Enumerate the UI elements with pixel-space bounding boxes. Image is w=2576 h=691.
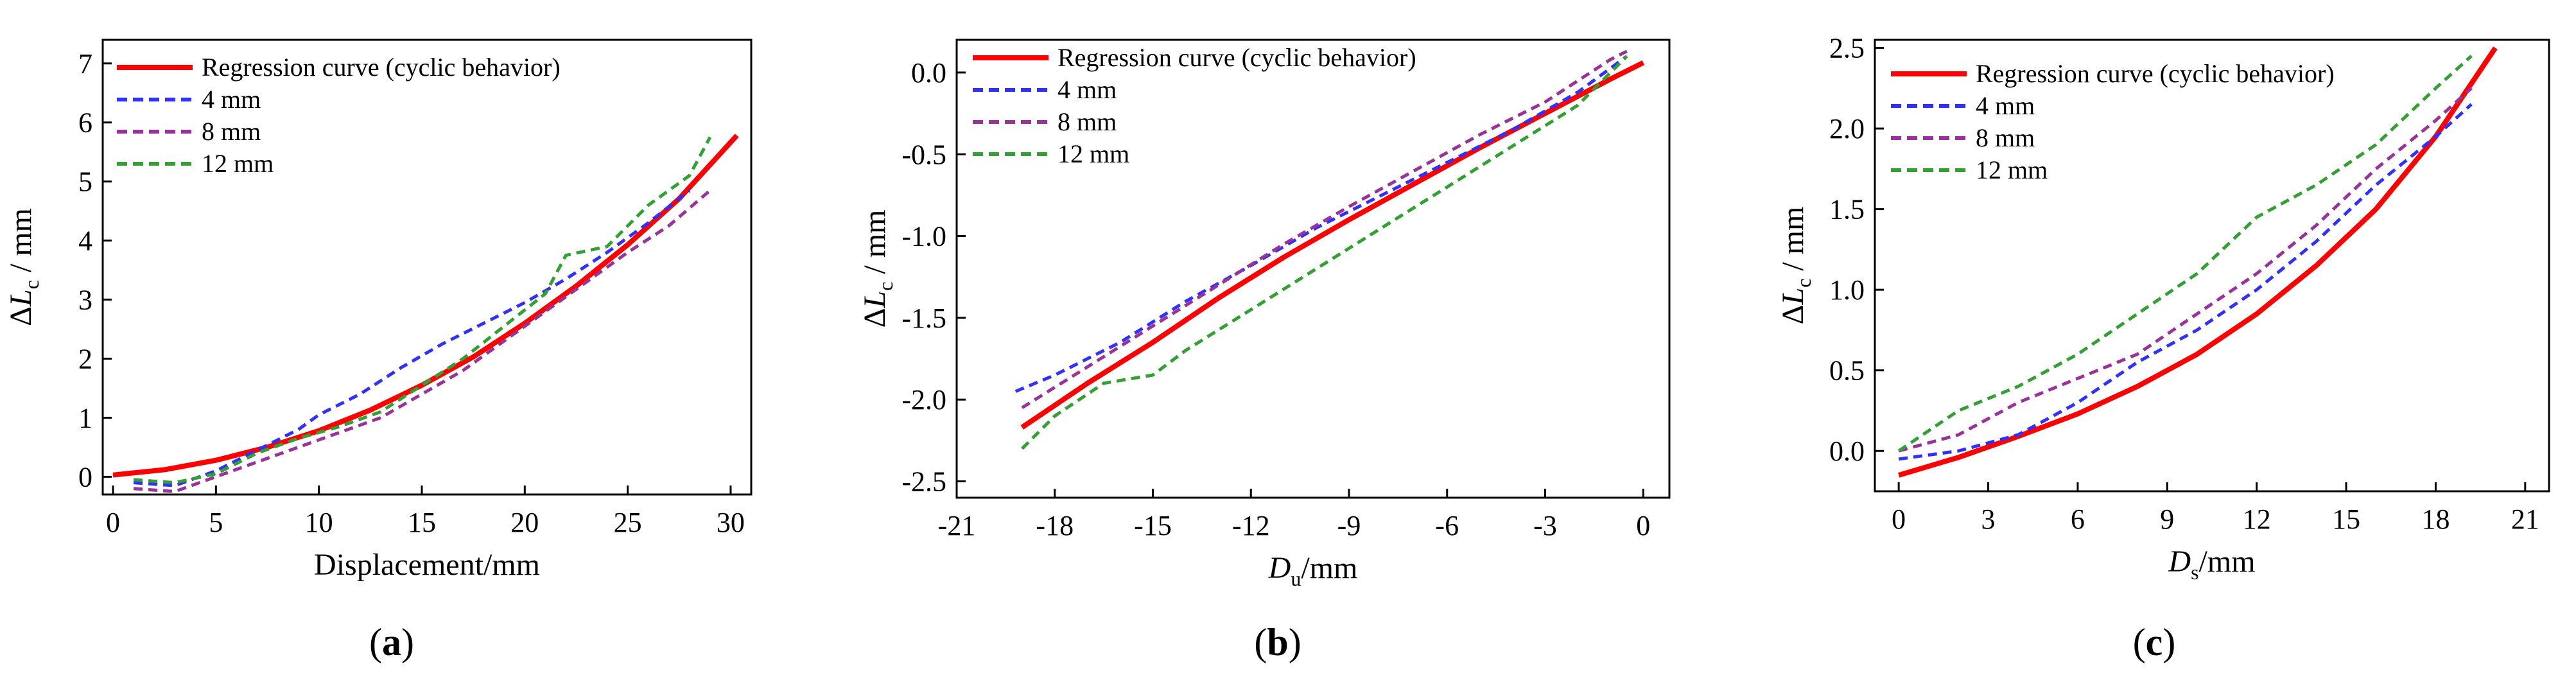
x-tick-label: 3 [1981,503,1996,535]
x-tick-label: 12 [2243,503,2271,535]
series-line-regression [1898,46,2498,478]
legend-label: 12 mm [1976,155,2048,184]
y-tick-label: 7 [78,48,92,80]
y-tick-label: -0.5 [901,139,946,170]
series-line-8-mm [1898,87,2473,453]
x-axis-label: Du/mm [1268,551,1358,590]
x-tick-label: 5 [209,507,223,538]
x-tick-label: 30 [717,507,745,538]
y-tick-label: 0.0 [1829,435,1865,467]
chart-panel: -21 -18 -15 -12 -9 -6 -3 0 -2.5 -2.0 -1.5 -1.0 -0.5 0… [858,39,1671,663]
series-line-8-mm [133,189,711,493]
y-tick-label: 5 [78,166,92,198]
y-tick-label: 4 [78,225,92,257]
x-tick-label: 21 [2511,503,2539,535]
panel-caption: (a) [369,621,414,663]
y-axis-label: ΔLc / mm [858,210,897,328]
x-tick-label: 0 [106,507,120,538]
y-tick-label: -2.5 [901,466,946,498]
chart-panel: 0 5 10 15 20 25 30 0 1 2 3 4 5 6 7 Displacement/mm ΔLc /… [4,39,753,663]
y-tick-label: 2.0 [1829,113,1865,144]
y-tick-label: -1.5 [901,302,946,334]
series-line-regression [112,134,739,478]
x-axis-label: Displacement/mm [314,548,540,582]
legend-label: 4 mm [1976,91,2035,120]
plot-frame [1874,39,2550,493]
legend-label: Regression curve (cyclic behavior) [202,53,561,82]
x-tick-label: 0 [1636,510,1650,541]
y-tick-label: 2 [78,344,92,375]
series-line-4-mm [1898,103,2473,461]
x-tick-label: -15 [1134,510,1172,541]
x-tick-label: 9 [2160,503,2174,535]
series-line-4-mm [133,189,691,487]
panel-caption: (b) [1254,621,1301,663]
x-tick-label: 18 [2421,503,2450,535]
y-tick-label: -1.0 [901,221,946,252]
legend-label: 4 mm [202,85,261,114]
legend: Regression curve (cyclic behavior) 4 mm 8 … [973,43,1416,168]
x-axis-label: Ds/mm [2168,545,2255,584]
x-tick-label: -3 [1533,510,1557,541]
series-line-regression [1020,60,1645,430]
x-tick-label: 15 [408,507,436,538]
y-tick-label: 0.0 [911,57,946,89]
y-tick-label: 6 [78,107,92,139]
x-tick-label: 10 [305,507,333,538]
x-tick-label: 0 [1892,503,1906,535]
series-line-12-mm [133,136,712,485]
x-tick-label: -6 [1435,510,1459,541]
plot-frame [955,39,1671,499]
y-tick-label: 1.0 [1829,274,1865,306]
y-axis-label: ΔLc / mm [4,208,43,326]
panel-caption: (c) [2133,621,2176,663]
y-tick-label: 1.5 [1829,194,1865,225]
legend-label: 8 mm [1057,107,1117,136]
y-axis-label: ΔLc / mm [1776,207,1815,325]
y-tick-label: 1 [78,402,92,433]
x-tick-label: 20 [510,507,539,538]
x-tick-label: -18 [1036,510,1074,541]
legend: Regression curve (cyclic behavior) 4 mm 8 … [117,53,561,178]
x-tick-label: 6 [2071,503,2085,535]
plot-frame [101,39,753,496]
series-line-8-mm [1021,49,1628,410]
legend-label: Regression curve (cyclic behavior) [1057,43,1416,72]
legend-label: 12 mm [1057,139,1129,168]
series-line-12-mm [1897,55,2473,453]
legend: Regression curve (cyclic behavior) 4 mm 8 … [1891,59,2335,184]
x-tick-label: -9 [1337,510,1361,541]
legend-label: 8 mm [1976,123,2035,152]
series-line-4-mm [1014,55,1628,393]
legend-label: 4 mm [1057,75,1117,104]
y-tick-label: 2.5 [1829,33,1865,64]
x-tick-label: -21 [938,510,976,541]
legend-label: Regression curve (cyclic behavior) [1976,59,2335,88]
legend-label: 8 mm [202,117,261,146]
chart-panel: 0 3 6 9 12 15 18 21 0.0 0.5 1.0 1.5 2.0 2.5 Ds/mm ΔLc /… [1776,33,2550,663]
series-line-12-mm [1021,55,1628,450]
y-tick-label: -2.0 [901,384,946,415]
y-tick-label: 3 [78,284,92,316]
x-tick-label: 25 [614,507,642,538]
x-tick-label: 15 [2332,503,2360,535]
y-tick-label: 0 [78,461,92,493]
legend-label: 12 mm [202,149,274,178]
y-tick-label: 0.5 [1829,355,1865,387]
x-tick-label: -12 [1232,510,1270,541]
